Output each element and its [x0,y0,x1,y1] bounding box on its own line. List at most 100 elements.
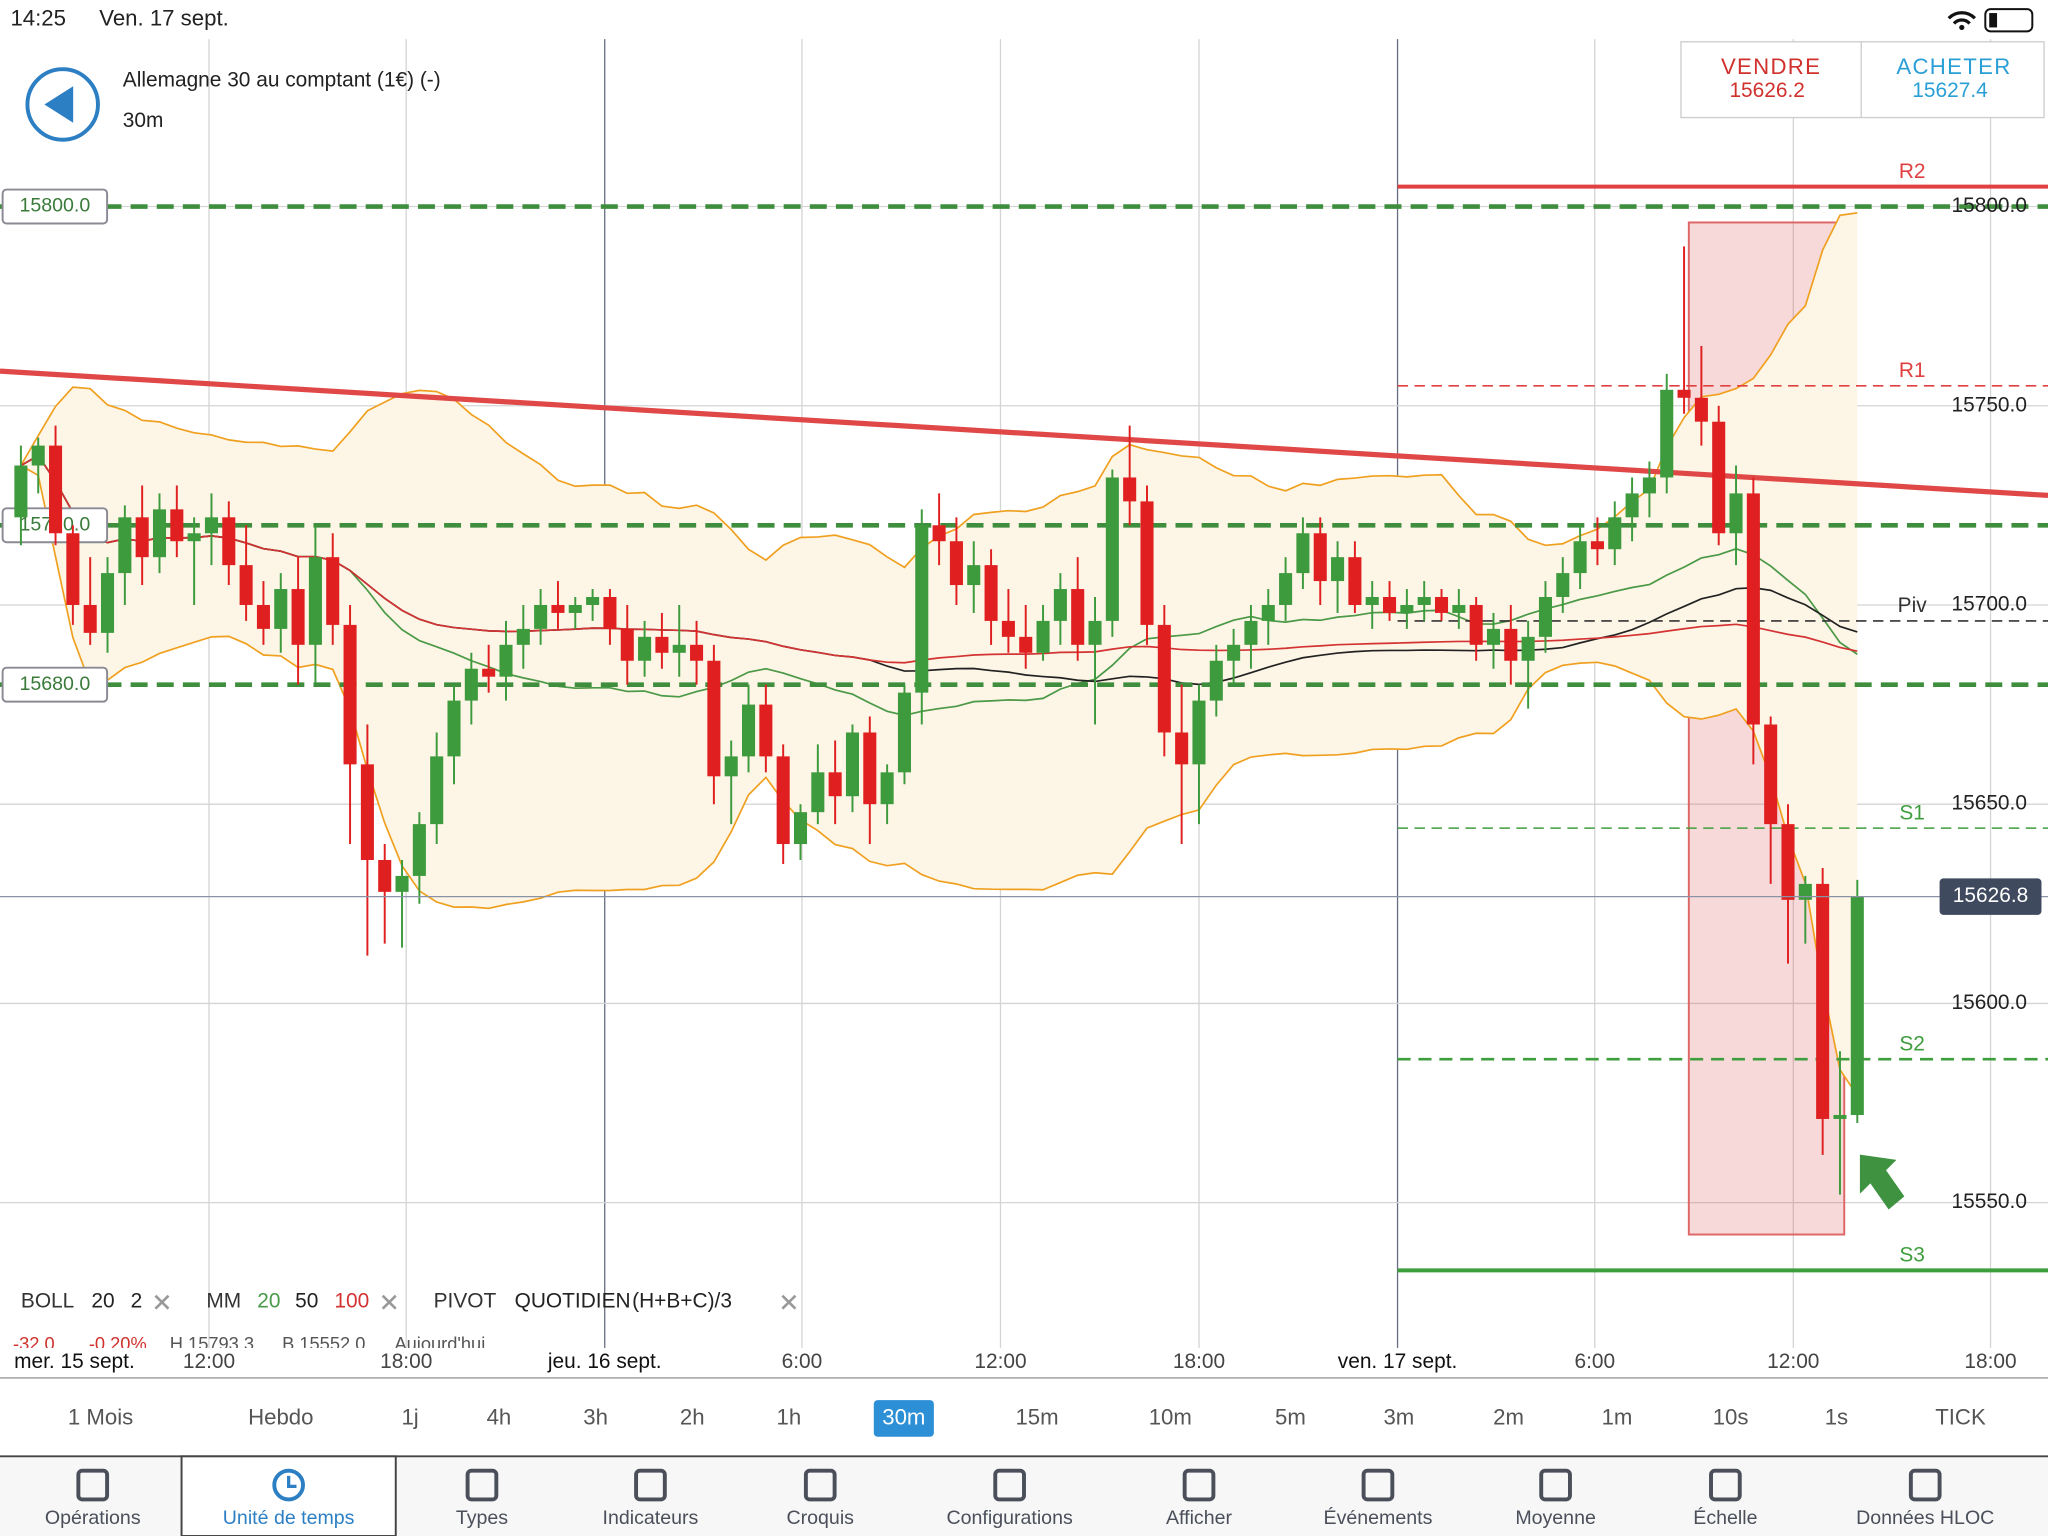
candle-body [932,525,946,542]
candle-body [724,756,738,777]
wifi-icon [1947,11,1977,25]
battery-level [1989,13,1998,28]
candle-body [1036,620,1050,653]
timeframe[interactable]: 1j [401,1404,418,1429]
toolbar-label[interactable]: Indicateurs [603,1507,699,1529]
alert-label: 15680.0 [19,673,90,695]
candle-body [638,636,652,661]
sell-label[interactable]: VENDRE [1721,54,1821,79]
timeframe[interactable]: 2h [680,1404,705,1429]
candle-body [1088,620,1102,645]
candle-body [620,628,634,661]
timeframe[interactable]: 4h [487,1404,512,1429]
timeframe[interactable]: 1s [1825,1404,1848,1429]
candle-body [1746,493,1760,725]
status-time: 14:25 [10,5,66,30]
candle-body [1019,636,1033,653]
toolbar-label[interactable]: Événements [1324,1506,1433,1529]
timeframe: 30m [123,109,164,132]
legend-item: (H+B+C)/3 [632,1290,732,1313]
bollinger-lower [20,464,1859,1097]
timeframe[interactable]: 1h [777,1404,802,1429]
candle-body [256,604,270,629]
candle-body [1504,628,1518,661]
timeframe[interactable]: TICK [1935,1404,1986,1429]
legend-item: MM [206,1290,241,1313]
legend-item: PIVOT [434,1290,497,1313]
candle-body [1383,597,1397,613]
toolbar-icon [1908,1468,1942,1502]
candle-body [1071,589,1085,645]
candle-body [395,875,409,892]
x-tick-label: 12:00 [183,1350,235,1373]
buy-price[interactable]: 15627.4 [1912,79,1987,102]
timeframe[interactable]: 15m [1015,1404,1058,1429]
arrow [1859,1154,1905,1210]
candle-body [1642,477,1656,494]
toolbar-label[interactable]: Configurations [947,1507,1073,1529]
buy-label[interactable]: ACHETER [1896,54,2011,79]
timeframe[interactable]: 10s [1713,1404,1749,1429]
timeframe-selected[interactable] [873,1400,934,1437]
x-tick-label: 12:00 [1767,1350,1819,1373]
trendline [0,368,2048,499]
candle-body [967,565,981,586]
y-tick-label: 15800.0 [1951,194,2026,217]
toolbar-label[interactable]: Opérations [45,1507,141,1529]
status-date: Ven. 17 sept. [99,5,229,30]
candle-body [1227,644,1241,661]
pivot-label: S2 [1899,1032,1925,1055]
candle-body [984,565,998,621]
candle-body [1192,700,1206,765]
timeframe[interactable]: Hebdo [248,1404,313,1429]
toolbar-label[interactable]: Unité de temps [223,1507,355,1529]
toolbar-label[interactable]: Données HLOC [1856,1507,1994,1529]
candle-body [83,604,97,633]
candle-body [482,668,496,677]
axis-band [0,1347,2048,1378]
alert-label-box [1,188,109,225]
timeframe[interactable]: 10m [1149,1404,1192,1429]
timeframe[interactable]: 5m [1275,1404,1306,1429]
timeframe[interactable]: 2m [1493,1404,1524,1429]
candle-body [239,565,253,605]
toolbar-icon [1182,1468,1216,1502]
candle-body [1590,541,1604,550]
alert-label-box [1,666,109,703]
candle-body [1261,604,1275,621]
candle-body [1573,541,1587,574]
toolbar-label[interactable]: Moyenne [1515,1507,1596,1529]
toolbar-icon [272,1468,305,1502]
candle-body [1469,604,1483,645]
x-tick-label: 12:00 [974,1350,1026,1373]
timeframe[interactable]: 1 Mois [68,1404,133,1429]
remove-icon[interactable] [781,1294,797,1310]
toolbar-label[interactable]: Croquis [787,1507,855,1529]
remove-icon[interactable] [381,1294,397,1310]
candle-body [274,589,288,629]
timeframe[interactable]: 3m [1383,1404,1414,1429]
remove-icon[interactable] [154,1294,170,1310]
sell-price[interactable]: 15626.2 [1729,79,1804,102]
legend-item: 20 [91,1290,114,1313]
candle-body [759,704,773,757]
candle-body [776,756,790,845]
candle-body [1798,883,1812,900]
candle-body [793,812,808,845]
timeframe[interactable]: 3h [583,1404,608,1429]
toolbar-label[interactable]: Types [456,1507,508,1529]
timeframe[interactable]: 1m [1602,1404,1633,1429]
toolbar-icon [803,1468,837,1502]
candle-body [1781,824,1795,900]
toolbar-label[interactable]: Afficher [1166,1507,1232,1529]
candle-body [204,517,218,534]
candle-body [66,533,80,605]
candle-body [828,772,842,797]
candle-body [1625,493,1639,518]
candle-body [811,772,825,813]
timeframe[interactable]: 30m [882,1404,925,1429]
toolbar-icon [1709,1468,1742,1502]
toolbar-label[interactable]: Échelle [1693,1506,1757,1529]
